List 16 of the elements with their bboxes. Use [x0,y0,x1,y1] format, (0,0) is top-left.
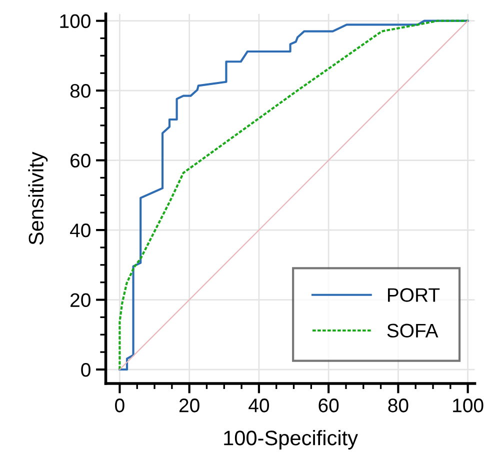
x-tick-label: 40 [248,398,270,412]
x-axis-title: 100-Specificity [224,430,358,450]
x-tick-label: 0 [115,398,124,412]
x-tick-label: 60 [318,398,339,412]
y-tick-label: 80 [70,84,90,98]
legend-label: SOFA [387,324,438,338]
x-tick-label: 100 [453,398,484,412]
legend-label: PORT [388,288,440,302]
x-tick-label: 80 [388,398,408,412]
y-tick-label: 100 [60,14,90,28]
y-tick-label: 0 [81,362,90,377]
y-axis-title: Sensitivity [28,152,48,245]
y-tick-label: 60 [70,154,90,168]
x-tick-label: 20 [179,398,200,412]
y-tick-label: 40 [70,224,90,238]
y-tick-label: 20 [70,293,90,308]
